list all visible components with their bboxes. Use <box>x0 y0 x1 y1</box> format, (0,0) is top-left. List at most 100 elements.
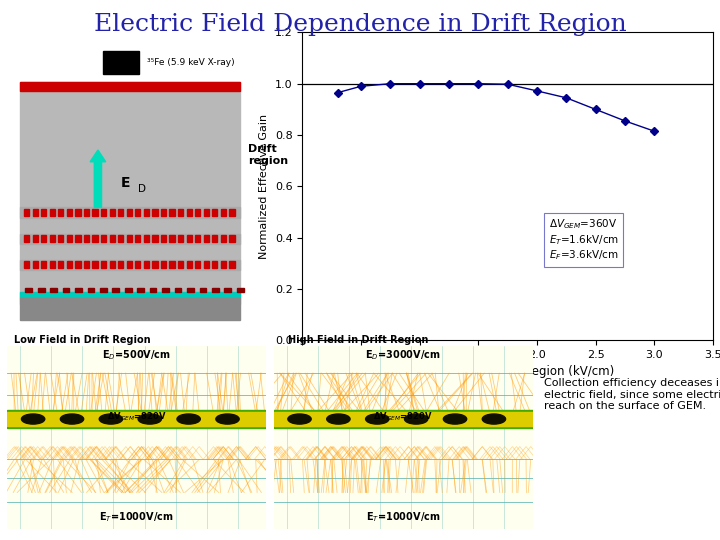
Bar <box>169 235 175 242</box>
Bar <box>186 261 192 268</box>
Bar <box>50 288 57 292</box>
Bar <box>58 235 63 242</box>
Bar <box>84 235 89 242</box>
Bar <box>109 235 114 242</box>
Bar <box>212 261 217 268</box>
Bar <box>199 288 206 292</box>
Ellipse shape <box>216 414 239 424</box>
Bar <box>32 210 37 216</box>
Bar <box>101 261 107 268</box>
Bar <box>50 235 55 242</box>
Text: Collection efficiency deceases in higher
electric field, since some electric fie: Collection efficiency deceases in higher… <box>544 378 720 411</box>
Bar <box>92 210 98 216</box>
Bar <box>161 261 166 268</box>
Bar <box>63 288 69 292</box>
Ellipse shape <box>288 414 311 424</box>
Bar <box>88 288 94 292</box>
Bar <box>7 410 266 428</box>
Bar <box>161 235 166 242</box>
Bar <box>20 82 240 91</box>
Bar <box>37 288 45 292</box>
FancyArrow shape <box>90 150 106 207</box>
Ellipse shape <box>177 414 200 424</box>
Bar <box>101 235 107 242</box>
Bar <box>212 210 217 216</box>
Bar <box>50 210 55 216</box>
Bar <box>67 235 72 242</box>
Text: High Field in Drift Region: High Field in Drift Region <box>288 335 428 345</box>
Bar <box>58 210 63 216</box>
Ellipse shape <box>366 414 389 424</box>
Bar <box>274 410 533 428</box>
Bar <box>58 261 63 268</box>
Bar <box>204 210 209 216</box>
Bar <box>178 235 183 242</box>
Bar <box>20 298 240 320</box>
Bar <box>32 261 37 268</box>
Text: $\Delta V_{GEM}$=360V
$E_T$=1.6kV/cm
$E_F$=3.6kV/cm: $\Delta V_{GEM}$=360V $E_T$=1.6kV/cm $E_… <box>549 217 618 262</box>
Text: Drift
region: Drift region <box>248 144 289 166</box>
Bar <box>195 235 200 242</box>
Bar <box>225 288 231 292</box>
Bar <box>135 235 140 242</box>
Bar <box>153 235 158 242</box>
Bar <box>274 411 533 427</box>
Bar <box>186 210 192 216</box>
Bar <box>41 235 46 242</box>
Bar <box>20 292 240 298</box>
Text: E$_D$=3000V/cm: E$_D$=3000V/cm <box>365 348 441 362</box>
Bar <box>144 261 149 268</box>
Text: E$_T$=1000V/cm: E$_T$=1000V/cm <box>366 510 441 524</box>
Text: E$_D$=500V/cm: E$_D$=500V/cm <box>102 348 171 362</box>
Bar <box>175 288 181 292</box>
Bar <box>212 288 219 292</box>
Bar <box>76 261 81 268</box>
Text: E: E <box>121 176 131 190</box>
Text: ΔV$_{GEM}$=820V: ΔV$_{GEM}$=820V <box>374 411 433 423</box>
Text: Electric Field Dependence in Drift Region: Electric Field Dependence in Drift Regio… <box>94 14 626 37</box>
Bar <box>161 210 166 216</box>
Text: E$_T$=1000V/cm: E$_T$=1000V/cm <box>99 510 174 524</box>
Bar <box>118 235 123 242</box>
Bar <box>75 288 82 292</box>
Bar <box>125 288 132 292</box>
Bar <box>162 288 169 292</box>
Bar <box>92 235 98 242</box>
Bar <box>76 235 81 242</box>
Bar <box>212 235 217 242</box>
Bar <box>195 210 200 216</box>
Bar <box>118 210 123 216</box>
Ellipse shape <box>327 414 350 424</box>
Ellipse shape <box>482 414 505 424</box>
Ellipse shape <box>22 414 45 424</box>
Bar <box>135 210 140 216</box>
Bar <box>178 261 183 268</box>
Bar <box>84 210 89 216</box>
Bar <box>144 235 149 242</box>
Ellipse shape <box>405 414 428 424</box>
Bar <box>230 261 235 268</box>
Bar <box>230 235 235 242</box>
Bar <box>237 288 243 292</box>
Ellipse shape <box>444 414 467 424</box>
Bar <box>187 288 194 292</box>
Bar <box>112 288 120 292</box>
Bar <box>24 261 30 268</box>
Bar <box>50 261 55 268</box>
Bar <box>127 235 132 242</box>
Bar <box>20 233 240 244</box>
Bar <box>109 261 114 268</box>
Bar <box>24 235 30 242</box>
Bar <box>41 261 46 268</box>
Bar <box>24 210 30 216</box>
X-axis label: Electric Field in Drift Region (kV/cm): Electric Field in Drift Region (kV/cm) <box>401 366 614 379</box>
Bar <box>230 210 235 216</box>
Bar <box>103 51 140 75</box>
Bar <box>92 261 98 268</box>
Text: ³⁵Fe (5.9 keV X-ray): ³⁵Fe (5.9 keV X-ray) <box>147 58 235 67</box>
Bar <box>100 288 107 292</box>
Bar <box>101 210 107 216</box>
Bar <box>20 207 240 218</box>
Bar <box>221 235 226 242</box>
Bar <box>118 261 123 268</box>
